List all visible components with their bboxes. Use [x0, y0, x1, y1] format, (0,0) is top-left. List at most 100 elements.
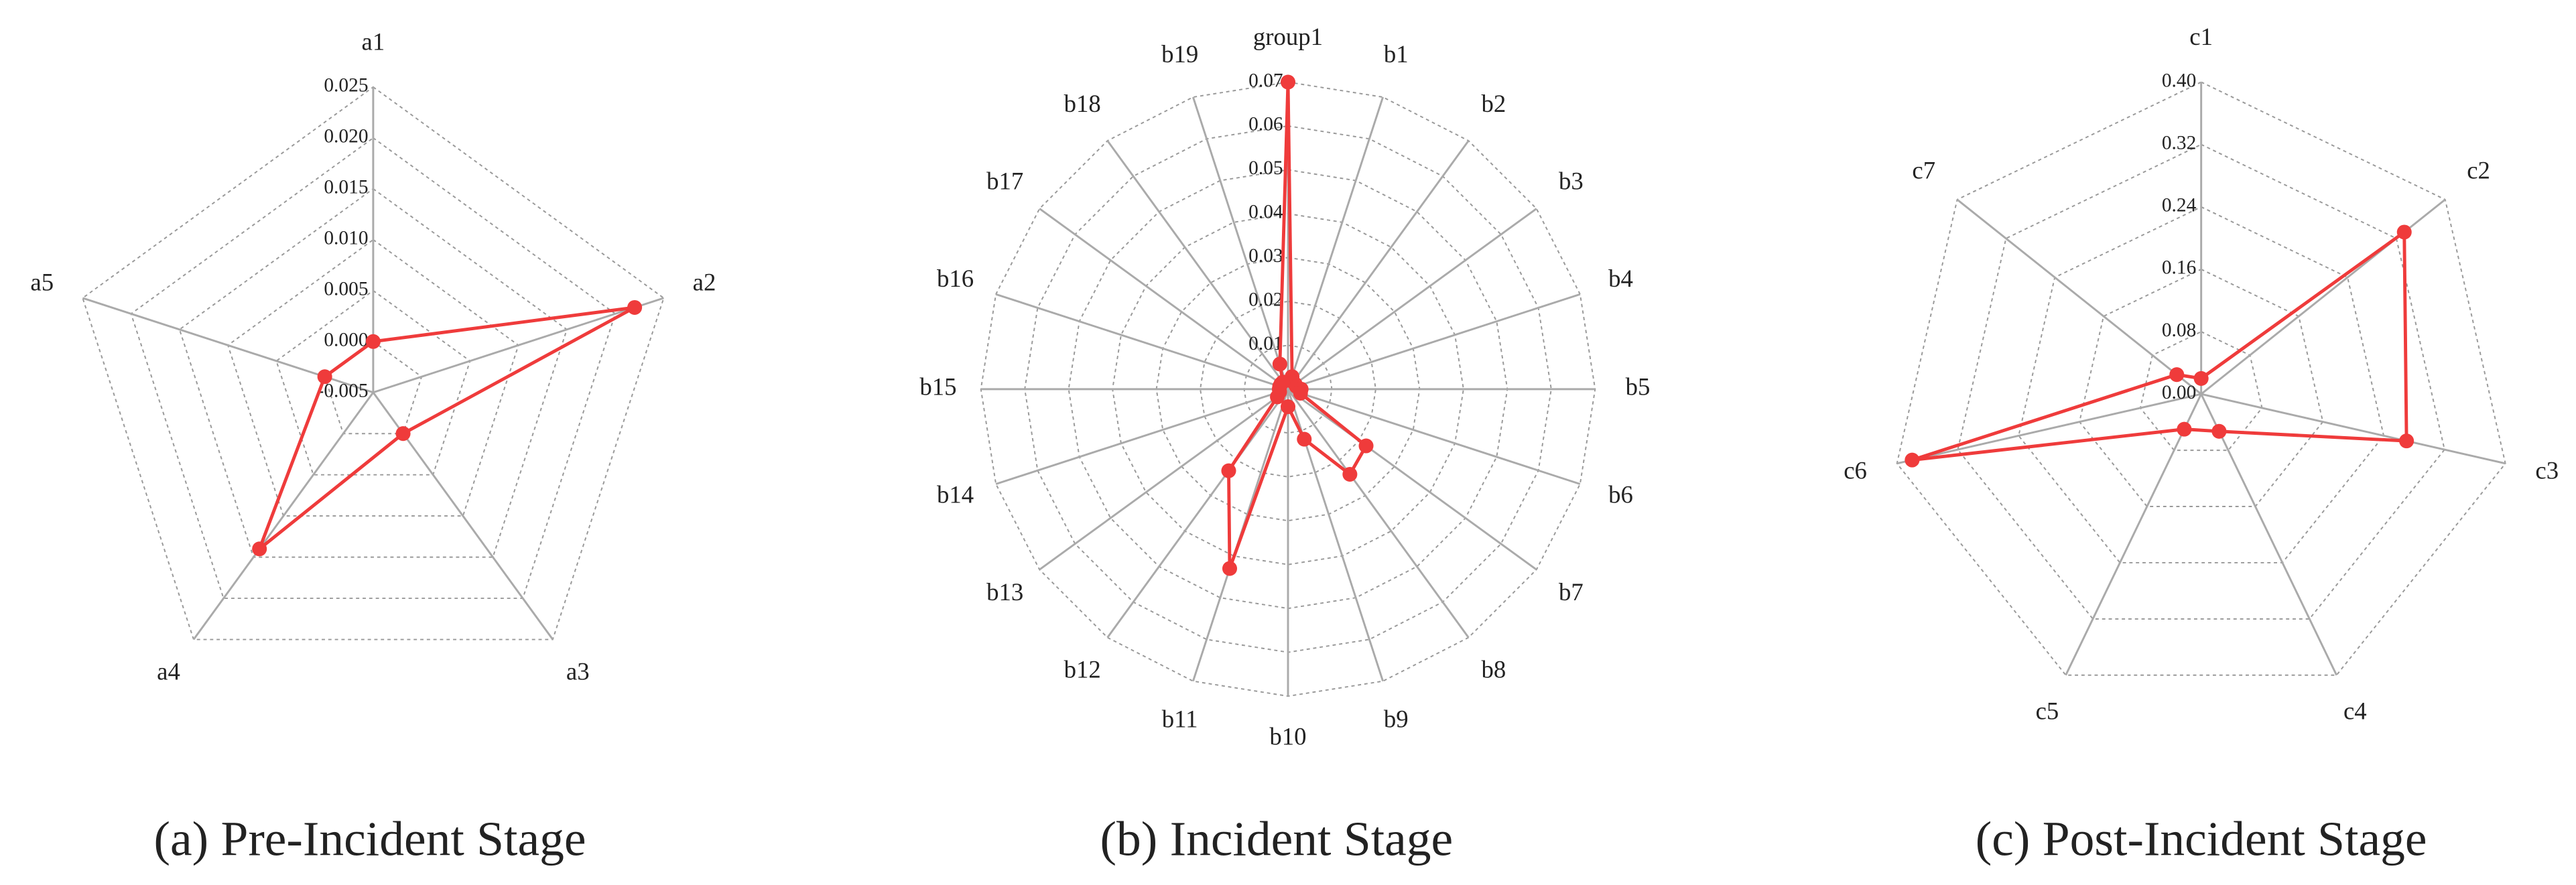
spoke	[1896, 393, 2201, 465]
category-label: a2	[693, 269, 716, 296]
spoke	[1106, 140, 1289, 390]
spoke	[1192, 96, 1289, 390]
grid-ring	[2079, 268, 2324, 507]
spoke	[1287, 96, 1384, 390]
data-line	[255, 305, 636, 554]
r-tick-label: 0.03	[1248, 245, 1283, 267]
data-point	[395, 426, 411, 441]
data-point	[1280, 399, 1296, 415]
r-tick-label: 0.06	[1248, 114, 1283, 135]
data-point	[1221, 463, 1236, 478]
spoke	[373, 297, 664, 394]
data-point	[1342, 466, 1358, 482]
category-label: b19	[1161, 40, 1198, 68]
r-tick-label: 0.40	[2162, 70, 2196, 91]
r-tick-label: 0.020	[324, 126, 368, 147]
grid-ring	[2139, 330, 2263, 452]
spoke	[2201, 393, 2506, 465]
r-tick-label: 0.04	[1248, 202, 1283, 223]
category-label: b3	[1559, 167, 1584, 194]
spoke	[2200, 393, 2338, 676]
caption: (b) Incident Stage	[1100, 811, 1454, 866]
data-point	[1905, 452, 1920, 468]
spoke	[1287, 388, 1537, 571]
spoke	[1287, 140, 1470, 390]
data-point	[2169, 367, 2185, 383]
category-label: b13	[986, 578, 1023, 606]
r-tick-label: 0.07	[1248, 70, 1283, 91]
category-label: c5	[2036, 697, 2059, 725]
r-tick-label: 0.02	[1248, 289, 1283, 311]
category-label: c7	[1912, 157, 1935, 184]
category-label: b7	[1559, 578, 1584, 606]
category-label: b12	[1064, 656, 1101, 683]
category-label: c6	[1844, 456, 1867, 484]
category-label: c2	[2467, 157, 2490, 184]
data-point	[1275, 375, 1291, 390]
r-tick-label: 0.00	[2162, 382, 2196, 403]
category-label: b11	[1162, 705, 1198, 733]
data-line	[1227, 82, 1368, 569]
data-point	[1280, 74, 1296, 90]
r-tick-label: 0.025	[324, 75, 368, 96]
data-point	[1272, 356, 1287, 372]
spoke	[1287, 388, 1470, 638]
category-label: b18	[1064, 90, 1101, 117]
data-point	[317, 369, 332, 385]
grid-ring	[1112, 212, 1464, 565]
r-tick-label: 0.005	[324, 279, 368, 300]
spoke	[1287, 208, 1537, 391]
data-point	[627, 299, 643, 315]
category-label: c1	[2189, 23, 2213, 50]
spoke	[1287, 293, 1581, 391]
data-point	[2211, 423, 2227, 439]
data-point	[1222, 561, 1238, 576]
category-label: b16	[937, 265, 974, 292]
radar-chart: c1 c2 c3 c4 c5 c6 c7 0.00 0.08 0.16 0.24 0.32 0.40 (c…	[1844, 23, 2559, 866]
data-point	[2193, 370, 2209, 386]
spoke	[1039, 388, 1289, 571]
grid-ring	[2018, 206, 2385, 563]
grid-ring	[227, 239, 519, 517]
category-label: b5	[1626, 372, 1651, 400]
grid-ring	[1896, 81, 2506, 676]
grid-ring	[178, 188, 568, 558]
grid-ring	[1155, 257, 1421, 522]
data-point	[1358, 438, 1374, 454]
data-point	[1297, 431, 1312, 447]
spoke	[1956, 198, 2202, 395]
r-tick-label: 0.015	[324, 177, 368, 198]
category-label: b10	[1269, 722, 1306, 750]
spoke	[1287, 388, 1581, 485]
category-label: b15	[919, 372, 956, 400]
r-tick-label: 0.32	[2162, 132, 2196, 153]
spoke	[995, 388, 1289, 485]
spoke	[1106, 388, 1289, 638]
category-label: c3	[2535, 456, 2559, 484]
category-label: a1	[362, 28, 385, 56]
category-label: b14	[937, 481, 974, 508]
r-tick-label: 0.24	[2162, 195, 2197, 216]
category-label: b17	[986, 167, 1023, 194]
spoke	[2065, 393, 2202, 676]
data-line	[1911, 228, 2408, 462]
radar-chart: a1a2a3a4a5-0.0050.0000.0050.0100.0150.02…	[30, 28, 716, 866]
r-tick-label: 0.000	[324, 330, 368, 351]
category-label: a5	[30, 269, 54, 296]
data-point	[365, 334, 381, 349]
category-label: b9	[1384, 705, 1409, 733]
caption: (c) Post-Incident Stage	[1976, 811, 2427, 866]
category-label: group1	[1253, 23, 1323, 50]
r-tick-label: 0.05	[1248, 157, 1283, 179]
data-point	[252, 541, 267, 557]
category-label: a3	[566, 658, 590, 685]
r-tick-label: 0.16	[2162, 257, 2196, 279]
spoke	[995, 293, 1289, 391]
spoke	[192, 391, 375, 640]
category-label: b4	[1608, 265, 1633, 292]
category-label: b8	[1481, 656, 1506, 683]
category-label: b2	[1481, 90, 1506, 117]
r-tick-label: 0.08	[2162, 320, 2196, 341]
